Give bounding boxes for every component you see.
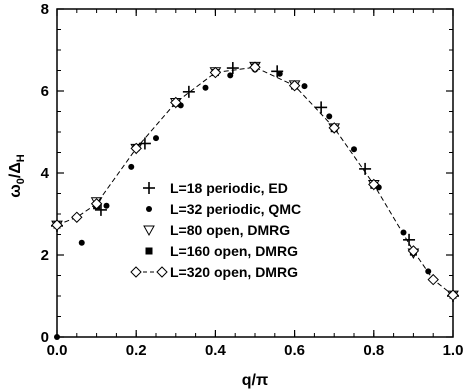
legend-marker bbox=[145, 247, 153, 255]
data-point bbox=[128, 163, 135, 170]
x-tick-label: 0.8 bbox=[363, 342, 384, 359]
data-point bbox=[170, 96, 182, 109]
data-point bbox=[226, 62, 239, 75]
y-axis-label-main: ω bbox=[7, 184, 24, 198]
data-point bbox=[71, 211, 83, 223]
x-tick-label: 0.6 bbox=[284, 342, 305, 359]
y-axis-label-sub2: H bbox=[15, 154, 27, 162]
legend-marker bbox=[146, 206, 152, 212]
y-axis-label-mid: /Δ bbox=[7, 162, 24, 178]
data-point bbox=[209, 66, 222, 79]
data-point bbox=[427, 273, 439, 286]
y-tick-label: 4 bbox=[41, 165, 50, 182]
x-axis-label: q/π bbox=[242, 372, 268, 389]
data-point bbox=[153, 135, 159, 142]
data-point bbox=[359, 162, 372, 175]
legend-marker bbox=[143, 182, 155, 194]
data-point bbox=[315, 101, 328, 114]
y-tick-label: 6 bbox=[41, 83, 49, 100]
legend-label: L=32 periodic, QMC bbox=[170, 201, 301, 217]
legend-label: L=160 open, DMRG bbox=[170, 243, 298, 259]
data-point bbox=[276, 70, 283, 77]
data-point bbox=[326, 113, 333, 120]
data-point bbox=[103, 202, 110, 209]
data-point bbox=[351, 146, 357, 153]
y-tick-label: 0 bbox=[41, 329, 49, 346]
y-tick-label: 2 bbox=[41, 247, 49, 264]
svg-text:ω0/ΔH: ω0/ΔH bbox=[7, 154, 27, 198]
data-point bbox=[288, 79, 301, 92]
legend-marker bbox=[130, 266, 142, 278]
data-point bbox=[328, 122, 340, 134]
data-point bbox=[182, 85, 195, 98]
legend-label: L=18 periodic, ED bbox=[170, 180, 288, 196]
data-point bbox=[130, 142, 142, 155]
legend-label: L=320 open, DMRG bbox=[170, 264, 298, 280]
data-point bbox=[447, 289, 459, 301]
legend: L=18 periodic, ED L=32 periodic, QMC L=80 … bbox=[130, 180, 301, 280]
data-point bbox=[425, 268, 432, 275]
legend-marker bbox=[156, 266, 168, 278]
data-point bbox=[94, 203, 107, 216]
data-point bbox=[407, 245, 420, 257]
data-point bbox=[78, 239, 85, 246]
data-point bbox=[54, 334, 60, 340]
y-axis-label: ω0/ΔH bbox=[7, 154, 27, 198]
y-axis-label-sub: 0 bbox=[15, 178, 27, 184]
legend-marker bbox=[143, 225, 155, 237]
x-tick-label: 0.2 bbox=[126, 342, 147, 359]
data-point bbox=[90, 198, 103, 210]
data-point bbox=[403, 233, 416, 246]
data-point bbox=[227, 72, 234, 79]
x-tick-label: 0.4 bbox=[205, 342, 227, 359]
data-point bbox=[249, 61, 261, 73]
data-point bbox=[301, 83, 308, 90]
y-tick-label: 8 bbox=[41, 1, 49, 18]
data-point bbox=[202, 84, 209, 91]
x-tick-label: 1.0 bbox=[443, 342, 464, 359]
plot-frame bbox=[56, 8, 454, 338]
data-point bbox=[51, 219, 63, 231]
data-point bbox=[368, 178, 380, 191]
legend-label: L=80 open, DMRG bbox=[170, 222, 290, 238]
x-tick-label: 0.0 bbox=[47, 342, 68, 359]
series-5 bbox=[51, 61, 459, 301]
